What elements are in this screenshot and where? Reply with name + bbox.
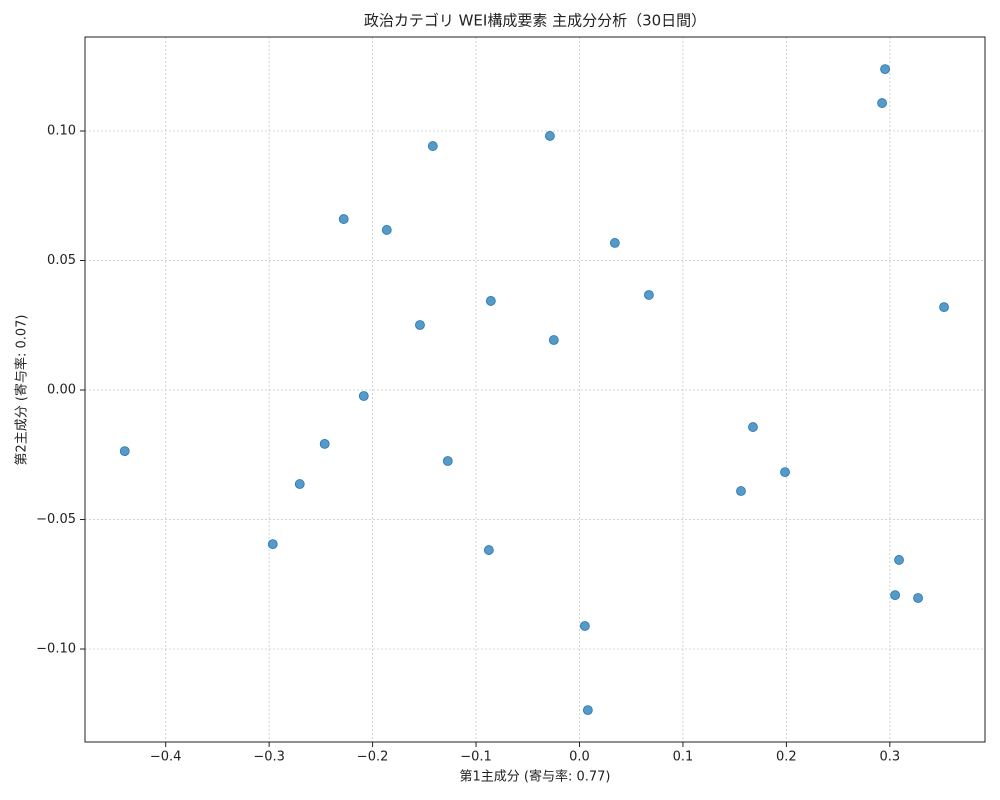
y-tick-label: 0.00 [47,383,76,398]
point [544,131,555,141]
point [939,302,949,313]
y-axis-label: 第2主成分 (寄与率: 0.07) [14,314,30,465]
point [643,290,654,300]
point [748,422,758,432]
point [483,545,494,555]
point [913,593,923,603]
point [319,438,330,449]
x-tick-label: 0.1 [673,750,694,765]
point [736,486,746,496]
chart-title: 政治カテゴリ WEI構成要素 主成分分析（30日間） [364,12,706,30]
point [780,467,790,478]
y-tick-label: 0.05 [47,253,76,268]
y-tick-label: −0.05 [36,512,76,527]
x-axis-label: 第1主成分 (寄与率: 0.77) [459,769,610,785]
point [415,320,425,330]
y-tick-label: 0.10 [47,124,76,139]
point [267,539,278,550]
point [119,446,130,457]
point [485,296,496,306]
point [338,214,349,224]
point [294,479,305,489]
point [442,456,453,466]
x-tick-label: 0.2 [776,750,797,765]
x-tick-label: −0.3 [253,750,285,765]
x-tick-label: 0.3 [879,750,900,765]
point [609,238,620,248]
point [877,98,887,108]
point [582,705,593,716]
point [381,225,392,235]
y-tick-label: −0.10 [36,642,76,657]
point [890,590,901,601]
point [579,621,590,631]
x-tick-label: −0.2 [357,750,389,765]
plot-frame [84,36,986,743]
point [880,64,890,75]
point [894,555,904,565]
point [427,141,438,151]
point [548,335,559,345]
x-tick-label: 0.0 [569,750,590,765]
x-tick-label: −0.4 [150,750,182,765]
x-tick-label: −0.1 [460,750,492,765]
point [358,391,369,401]
